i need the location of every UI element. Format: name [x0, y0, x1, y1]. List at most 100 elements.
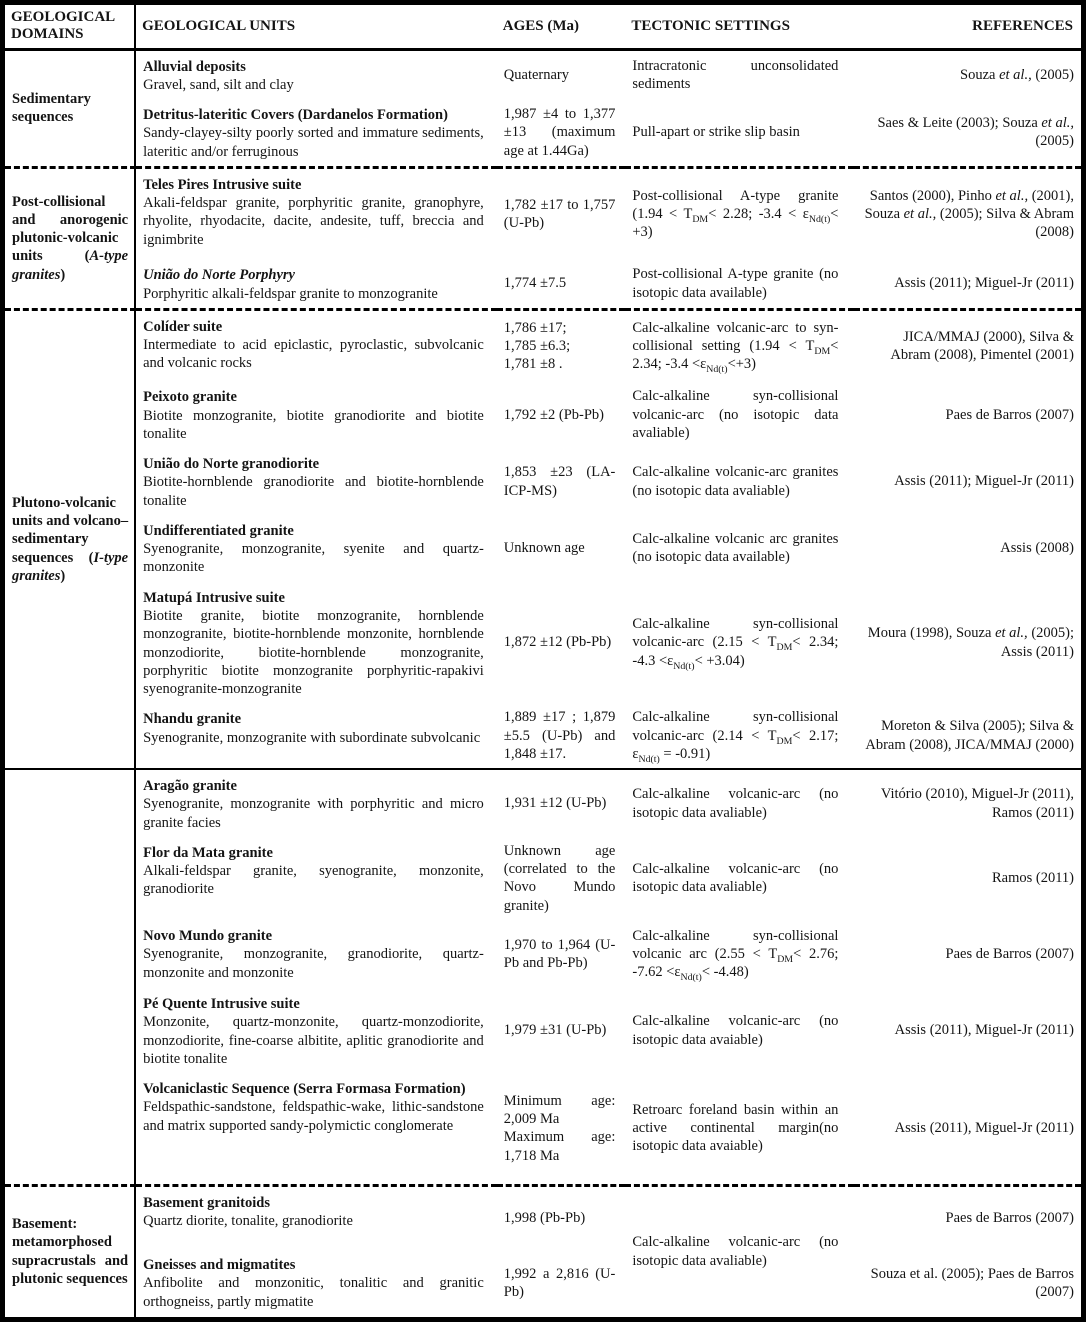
table-row: Basement: metamorphosed supracrustals an…: [2, 1183, 1084, 1320]
unit-desc: Alkali-feldspar granite, syenogranite, m…: [143, 863, 484, 898]
references-cell: Moura (1998), Souza et al., (2005); Assi…: [867, 625, 1074, 660]
tectonic-cell: Calc-alkaline volcanic-arc to syn-collis…: [625, 307, 855, 382]
unit-desc: Syenogranite, monzogranite with subordin…: [143, 729, 481, 746]
table-row: Volcaniclastic Sequence (Serra Formasa F…: [3, 1073, 1084, 1185]
tectonic-cell: Calc-alkaline volcanic-arc granites (no …: [632, 464, 839, 499]
table-row: Peixoto granite Biotite monzogranite, bi…: [3, 381, 1084, 448]
unit-cell: Basement granitoids Quartz diorite, tona…: [135, 1183, 497, 1250]
unit-desc: Anfibolite and monzonitic, tonalitic and…: [143, 1275, 484, 1310]
tectonic-cell: Intracratonic unconsolidated sediments: [632, 57, 839, 92]
age-cell: Unknown age: [503, 540, 585, 557]
table-row: Detritus-lateritic Covers (Dardanelos Fo…: [3, 99, 1084, 167]
unit-desc: Quartz diorite, tonalite, granodiorite: [143, 1212, 353, 1229]
age-cell: Quaternary: [503, 66, 569, 83]
unit-title: União do Norte Porphyry: [143, 267, 295, 284]
unit-desc: Syenogranite, monzogranite, syenite and …: [143, 541, 484, 576]
tectonic-cell: Calc-alkaline volcanic-arc (no isotopic …: [625, 768, 855, 837]
unit-title: Detritus-lateritic Covers (Dardanelos Fo…: [143, 107, 448, 124]
unit-cell: Volcaniclastic Sequence (Serra Formasa F…: [135, 1073, 497, 1185]
table-row: Novo Mundo granite Syenogranite, monzogr…: [3, 920, 1084, 988]
unit-title: Nhandu granite: [143, 711, 242, 728]
tectonic-cell: Post-collisional A-type granite (no isot…: [632, 266, 839, 301]
unit-desc: Porphyritic alkali-feldspar granite to m…: [143, 285, 438, 302]
unit-cell: Gneisses and migmatites Anfibolite and m…: [135, 1249, 497, 1319]
unit-desc: Akali-feldspar granite, porphyritic gran…: [143, 195, 484, 248]
unit-cell: Nhandu granite Syenogranite, monzogranit…: [135, 703, 497, 769]
header-row: GEOLOGICAL DOMAINS GEOLOGICAL UNITS AGES…: [2, 2, 1084, 51]
unit-desc: Gravel, sand, silt and clay: [143, 76, 294, 93]
unit-cell: União do Norte granodiorite Biotite-horn…: [135, 448, 497, 515]
tectonic-cell: Post-collisional A-type granite (1.94 < …: [625, 165, 855, 260]
col-header-ages: AGES (Ma): [496, 2, 626, 51]
unit-title: Undifferentiated granite: [143, 522, 294, 539]
unit-cell: Aragão granite Syenogranite, monzogranit…: [135, 768, 497, 837]
age-cell: 1,992 a 2,816 (U-Pb): [503, 1265, 616, 1300]
age-cell: 1,998 (Pb-Pb): [496, 1183, 626, 1250]
age-cell: Unknown age (correlated to the Novo Mund…: [503, 842, 616, 914]
age-cell: 1,872 ±12 (Pb-Pb): [503, 634, 612, 651]
unit-title: Novo Mundo granite: [143, 928, 273, 944]
table-row: União do Norte granodiorite Biotite-horn…: [3, 448, 1084, 515]
unit-cell: Matupá Intrusive suite Biotite granite, …: [135, 582, 497, 704]
tectonic-cell: Calc-alkaline volcanic arc granites (no …: [632, 531, 839, 566]
references-cell: Assis (2011); Miguel-Jr (2011): [894, 275, 1074, 292]
references-cell: JICA/MMAJ (2000), Silva & Abram (2008), …: [854, 307, 1084, 382]
references-cell: Paes de Barros (2007): [854, 1183, 1084, 1250]
unit-cell: Pé Quente Intrusive suite Monzonite, qua…: [135, 988, 497, 1073]
unit-title: Basement granitoids: [143, 1194, 270, 1211]
references-cell: Paes de Barros (2007): [945, 945, 1074, 962]
table-row: Aragão granite Syenogranite, monzogranit…: [2, 768, 1084, 1186]
tectonic-cell: Pull-apart or strike slip basin: [632, 124, 800, 141]
age-cell: Minimum age: 2,009 Ma Maximum age: 1,718 …: [503, 1092, 616, 1164]
unit-desc: Biotite monzogranite, biotite granodiori…: [143, 407, 484, 442]
references-cell: Souza et al., (2005): [960, 66, 1074, 83]
table-row: Undifferentiated granite Syenogranite, m…: [3, 515, 1084, 582]
tectonic-cell: Calc-alkaline volcanic-arc (no isotopic …: [632, 1013, 839, 1048]
unit-desc: Syenogranite, monzogranite with porphyri…: [143, 796, 484, 831]
table-row: Plutono-volcanic units and volcano–sedim…: [2, 307, 1084, 770]
table-row: Flor da Mata granite Alkali-feldspar gra…: [3, 837, 1084, 920]
col-header-references: REFERENCES: [854, 2, 1084, 51]
unit-desc: Biotite-hornblende granodiorite and biot…: [143, 474, 484, 509]
tectonic-cell: Calc-alkaline syn-collisional volcanic-a…: [632, 709, 839, 765]
references-cell: Paes de Barros (2007): [945, 406, 1074, 423]
unit-title: Alluvial deposits: [143, 58, 246, 75]
tectonic-cell: Calc-alkaline syn-collisional volcanic a…: [632, 927, 839, 984]
table-row: Pé Quente Intrusive suite Monzonite, qua…: [3, 988, 1084, 1073]
unit-title: Aragão granite: [143, 778, 237, 795]
table-row: Gneisses and migmatites Anfibolite and m…: [3, 1249, 1084, 1319]
table-row: Matupá Intrusive suite Biotite granite, …: [3, 582, 1084, 704]
domain-cell: Basement: metamorphosed supracrustals an…: [2, 1183, 137, 1320]
tectonic-cell: Calc-alkaline syn-collisional volcanic-a…: [632, 616, 839, 672]
age-cell: 1,889 ±17 ; 1,879 ±5.5 (U-Pb) and 1,848 …: [503, 709, 616, 762]
references-cell: Vitório (2010), Miguel-Jr (2011), Ramos …: [854, 768, 1084, 837]
references-cell: Santos (2000), Pinho et al., (2001), Sou…: [854, 165, 1084, 260]
unit-title: Teles Pires Intrusive suite: [143, 176, 302, 193]
col-header-domains: GEOLOGICAL DOMAINS: [2, 2, 137, 51]
unit-desc: Biotite granite, biotite monzogranite, h…: [143, 608, 484, 698]
unit-title: Volcaniclastic Sequence (Serra Formasa F…: [143, 1081, 466, 1098]
age-cell: 1,987 ±4 to 1,377 ±13 (maximum age at 1.…: [503, 106, 616, 159]
age-cell: 1,782 ±17 to 1,757 (U-Pb): [496, 165, 626, 260]
col-header-units: GEOLOGICAL UNITS: [135, 2, 497, 51]
age-cell: 1,792 ±2 (Pb-Pb): [503, 406, 604, 423]
col-header-tectonic: TECTONIC SETTINGS: [625, 2, 855, 51]
unit-desc: Monzonite, quartz-monzonite, quartz-monz…: [143, 1014, 484, 1067]
references-cell: Saes & Leite (2003); Souza et al., (2005…: [877, 115, 1074, 150]
table-row: Sedimentary sequences Alluvial deposits …: [2, 49, 1084, 168]
unit-title: Peixoto granite: [143, 389, 237, 406]
tectonic-cell: Calc-alkaline syn-collisional volcanic-a…: [632, 388, 839, 441]
unit-title: Colíder suite: [143, 318, 223, 335]
references-cell: Moreton & Silva (2005); Silva & Abram (2…: [865, 718, 1074, 753]
table-row: Nhandu granite Syenogranite, monzogranit…: [3, 703, 1084, 769]
unit-title: Flor da Mata granite: [143, 844, 273, 861]
age-cell: 1,931 ±12 (U-Pb): [496, 768, 626, 837]
domain-cell-empty: [2, 768, 137, 1186]
unit-cell: Flor da Mata granite Alkali-feldspar gra…: [135, 837, 497, 920]
unit-title: Pé Quente Intrusive suite: [143, 996, 300, 1012]
age-cell: 1,970 to 1,964 (U-Pb and Pb-Pb): [503, 936, 616, 971]
age-cell: 1,853 ±23 (LA-ICP-MS): [503, 464, 616, 499]
age-cell: 1,979 ±31 (U-Pb): [503, 1022, 607, 1039]
unit-desc: Intermediate to acid epiclastic, pyrocla…: [143, 337, 484, 372]
